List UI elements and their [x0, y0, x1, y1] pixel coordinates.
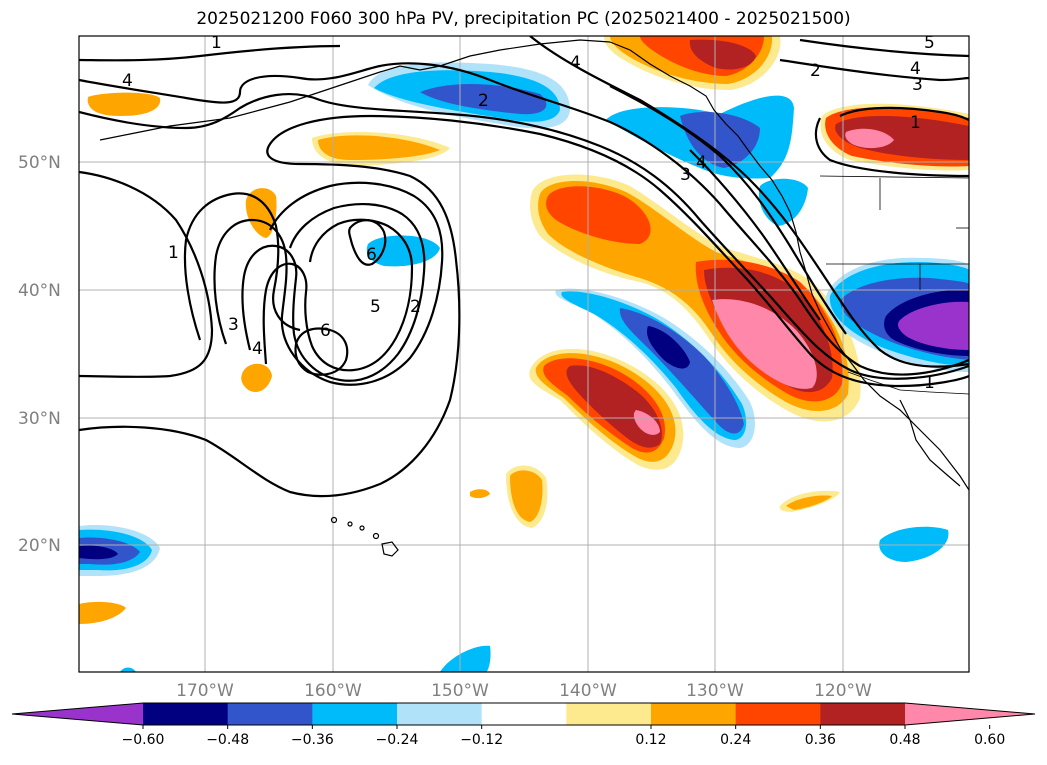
colorbar-bin	[481, 703, 567, 725]
contour-label: 4	[910, 59, 921, 79]
map-content: 1 4 2 4 2 4 3 5 1 3 4 1 3 4 6 6 5 2 1	[79, 33, 969, 672]
lat-label: 20°N	[18, 536, 61, 556]
colorbar-tick-label: 0.60	[974, 732, 1005, 748]
colorbar-tick-label: 0.48	[889, 732, 920, 748]
contour-label: 5	[924, 33, 935, 53]
contour-label: 4	[252, 339, 263, 359]
precip-anomaly-fills	[79, 36, 969, 672]
gridlines	[79, 36, 969, 672]
contour-label: 6	[366, 245, 377, 265]
lat-label: 50°N	[18, 153, 61, 173]
contour-label: 6	[320, 321, 331, 341]
colorbar-tick-label: −0.12	[460, 732, 503, 748]
contour-label: 2	[478, 91, 489, 111]
colorbar-bin	[397, 703, 483, 725]
colorbar-tick-label: 0.12	[635, 732, 666, 748]
contour-label: 3	[680, 165, 691, 185]
contour-label: 1	[910, 113, 921, 133]
precip-positive-area	[87, 92, 161, 116]
colorbar: −0.60 −0.48 −0.36 −0.24 −0.12 0.12 0.24 0.36 0.4…	[11, 702, 1036, 748]
latitude-labels: 50°N 40°N 30°N 20°N	[18, 153, 61, 556]
pv-contours	[79, 36, 969, 498]
contour-label: 4	[122, 71, 133, 91]
colorbar-bin	[227, 703, 313, 725]
lon-label: 160°W	[304, 681, 362, 701]
map-frame	[78, 35, 970, 673]
map-title: 2025021200 F060 300 hPa PV, precipitatio…	[196, 9, 851, 29]
colorbar-bin	[312, 703, 398, 725]
colorbar-tick-label: −0.48	[206, 732, 249, 748]
contour-label: 3	[912, 75, 923, 95]
contour-label: 3	[228, 315, 239, 335]
colorbar-tick-label: −0.36	[291, 732, 334, 748]
lat-label: 40°N	[18, 281, 61, 301]
colorbar-tick-label: −0.60	[122, 732, 165, 748]
colorbar-tick-label: 0.36	[805, 732, 836, 748]
colorbar-extend-right	[905, 703, 1035, 725]
lon-label: 120°W	[814, 681, 872, 701]
lon-label: 140°W	[559, 681, 617, 701]
colorbar-tick-label: 0.24	[720, 732, 751, 748]
lon-label: 130°W	[686, 681, 744, 701]
colorbar-bin	[651, 703, 737, 725]
colorbar-bin	[735, 703, 821, 725]
colorbar-bin	[820, 703, 906, 725]
pv-contour-labels: 1 4 2 4 2 4 3 5 1 3 4 1 3 4 6 6 5 2 1	[122, 33, 935, 393]
longitude-labels: 170°W 160°W 150°W 140°W 130°W 120°W	[176, 681, 872, 701]
contour-label: 1	[168, 243, 179, 263]
colorbar-tick-label: −0.24	[376, 732, 419, 748]
colorbar-bin	[566, 703, 652, 725]
contour-label: 5	[370, 297, 381, 317]
contour-label: 2	[410, 297, 421, 317]
contour-label: 1	[924, 373, 935, 393]
contour-label: 4	[570, 53, 581, 73]
lon-label: 150°W	[431, 681, 489, 701]
contour-label: 1	[211, 33, 222, 53]
colorbar-extend-left	[12, 703, 143, 725]
contour-label: 4	[696, 153, 707, 173]
coastlines	[99, 39, 969, 557]
lon-label: 170°W	[176, 681, 234, 701]
contour-label: 2	[810, 61, 821, 81]
lat-label: 30°N	[18, 409, 61, 429]
colorbar-bin	[143, 703, 229, 725]
